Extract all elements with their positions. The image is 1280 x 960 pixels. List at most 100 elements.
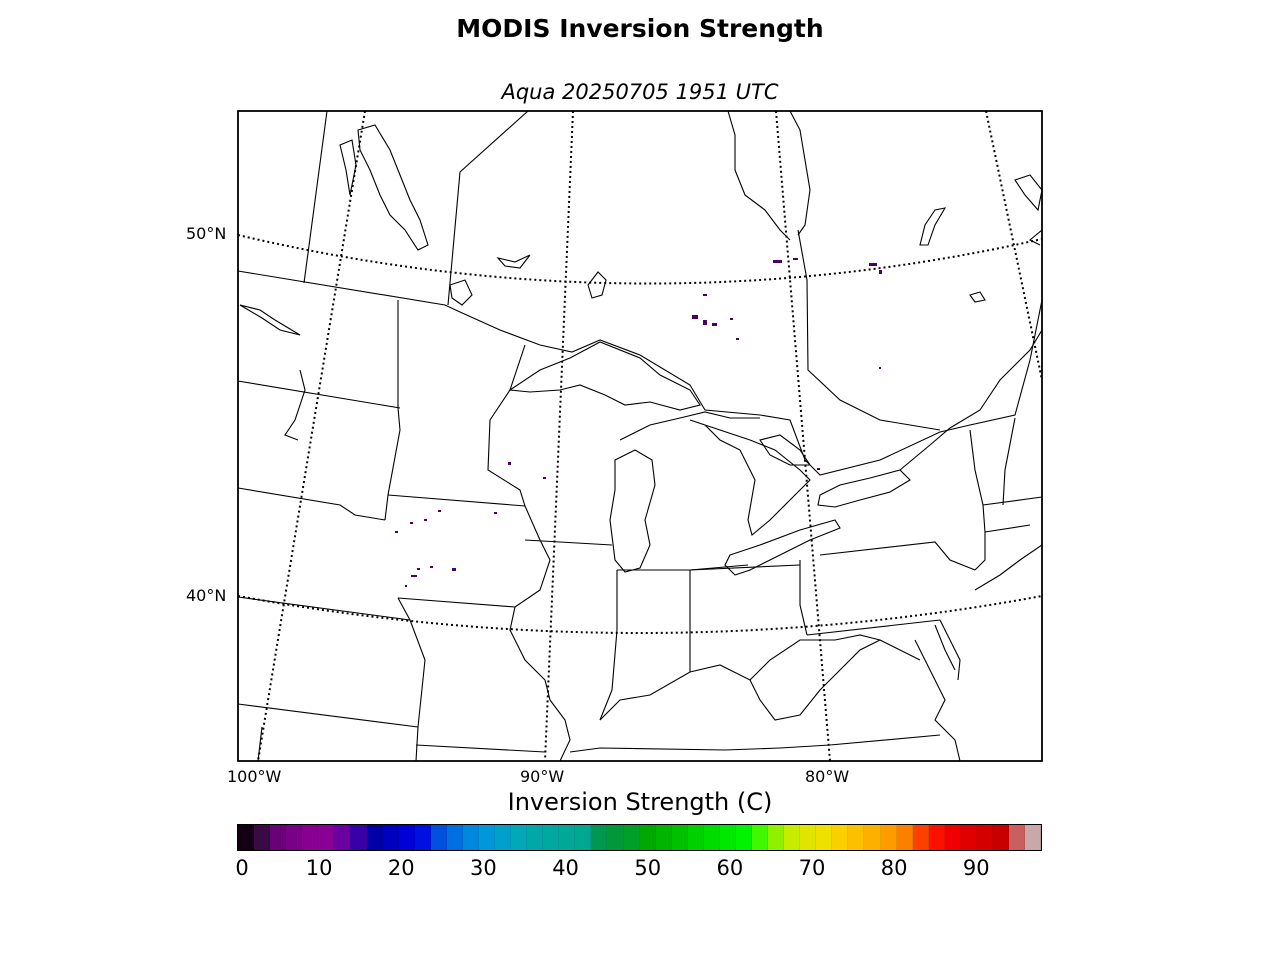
colorbar-segment (446, 825, 463, 850)
colorbar-segment (527, 825, 544, 850)
colorbar-segment (478, 825, 495, 850)
colorbar-segment (768, 825, 785, 850)
colorbar-segment (270, 825, 287, 850)
border-ny-vt (969, 429, 986, 533)
colorbar-segment (639, 825, 656, 850)
lake-michigan (609, 449, 656, 573)
border-manitoba-saskatchewan (303, 111, 328, 284)
colorbar-segment (752, 825, 769, 850)
data-pixel (703, 294, 707, 296)
colorbar-segment (286, 825, 303, 850)
lake-superior (508, 341, 701, 411)
colorbar-segment (671, 825, 688, 850)
graticule-lon-70 (985, 111, 1042, 381)
border-ma-south (984, 524, 1031, 533)
colorbar-tick-label: 80 (880, 856, 908, 880)
border-ok-tx (257, 726, 263, 761)
colorbar-segment (832, 825, 849, 850)
colorbar-segment (543, 825, 560, 850)
colorbar-segment (880, 825, 897, 850)
data-pixel (736, 338, 739, 340)
colorbar-segment (591, 825, 608, 850)
colorbar-segment (398, 825, 415, 850)
colorbar-segment (976, 825, 993, 850)
data-pixel (730, 318, 733, 320)
colorbar-segment (928, 825, 945, 850)
data-pixel (879, 367, 881, 369)
colorbar-tick-label: 90 (962, 856, 990, 880)
colorbar-segment (430, 825, 447, 850)
plot-title: MODIS Inversion Strength (456, 14, 824, 43)
graticule-lon-90 (544, 111, 574, 761)
colorbar-segment (912, 825, 929, 850)
data-pixel (417, 568, 420, 570)
lake-of-woods (449, 279, 473, 306)
border-mi-oh (689, 564, 749, 571)
st-lawrence (899, 329, 1042, 471)
colorbar-tick-label: 10 (305, 856, 333, 880)
colorbar-segment (238, 825, 255, 850)
colorbar-segment (350, 825, 367, 850)
data-pixel (712, 323, 717, 326)
colorbar-segment (254, 825, 271, 850)
plot-subtitle: Aqua 20250705 1951 UTC (501, 80, 779, 104)
colorbar-segment (687, 825, 704, 850)
data-pixel (508, 462, 511, 465)
border-va-nc (779, 734, 941, 749)
quebec-lakes (919, 207, 986, 303)
colorbar-segment (302, 825, 319, 850)
graticule-lat-40 (238, 595, 1042, 634)
georgian-bay (759, 434, 812, 466)
colorbar-segment (719, 825, 736, 850)
border-ne-ks (238, 596, 411, 621)
data-pixel (411, 575, 417, 577)
data-pixel (438, 510, 441, 512)
colorbar-segment (462, 825, 479, 850)
border-nd-sd (238, 380, 401, 409)
data-pixel (793, 258, 798, 260)
border-mississippi-river (509, 539, 571, 761)
border-il-in (599, 570, 618, 721)
chesapeake-coast (914, 619, 961, 761)
data-pixel (817, 468, 820, 470)
border-ks-ok (238, 703, 419, 728)
data-pixel (869, 263, 877, 266)
colorbar-segment (800, 825, 817, 850)
data-pixel (405, 585, 407, 587)
colorbar-tick-label: 50 (634, 856, 662, 880)
border-ia-mo (397, 597, 516, 608)
colorbar-label: Inversion Strength (C) (507, 788, 773, 816)
canada-us-border (238, 270, 1042, 476)
border-ky-tn (569, 747, 781, 753)
colorbar-segment (960, 825, 977, 850)
lake-erie (724, 519, 841, 576)
data-pixel (543, 477, 546, 479)
colorbar-segment (575, 825, 592, 850)
data-pixel (879, 270, 882, 274)
lat-label-50n: 50°N (186, 224, 227, 243)
colorbar-tick-label: 60 (716, 856, 744, 880)
colorbar-segment (848, 825, 865, 850)
colorbar-segment (992, 825, 1009, 850)
colorbar-segment (334, 825, 351, 850)
colorbar-segment (944, 825, 961, 850)
graticule-lon-80 (775, 111, 831, 761)
red-lake (496, 254, 531, 269)
colorbar-segment (735, 825, 752, 850)
lake-nipigon (587, 271, 607, 299)
colorbar-tick-label: 40 (552, 856, 579, 880)
data-pixel (692, 315, 698, 319)
border-mo-west (397, 597, 426, 761)
colorbar-segment (495, 825, 512, 850)
border-ny-east (974, 532, 986, 571)
upper-michigan-shore (619, 411, 760, 441)
lake-ontario (817, 469, 911, 508)
border-nj (934, 624, 956, 671)
border-manitoba-ontario (447, 111, 529, 306)
colorbar-segment (784, 825, 801, 850)
border-ontario-quebec (797, 229, 941, 431)
lake-manitoba (339, 139, 357, 196)
data-pixel (494, 512, 497, 514)
data-pixel (430, 566, 433, 568)
